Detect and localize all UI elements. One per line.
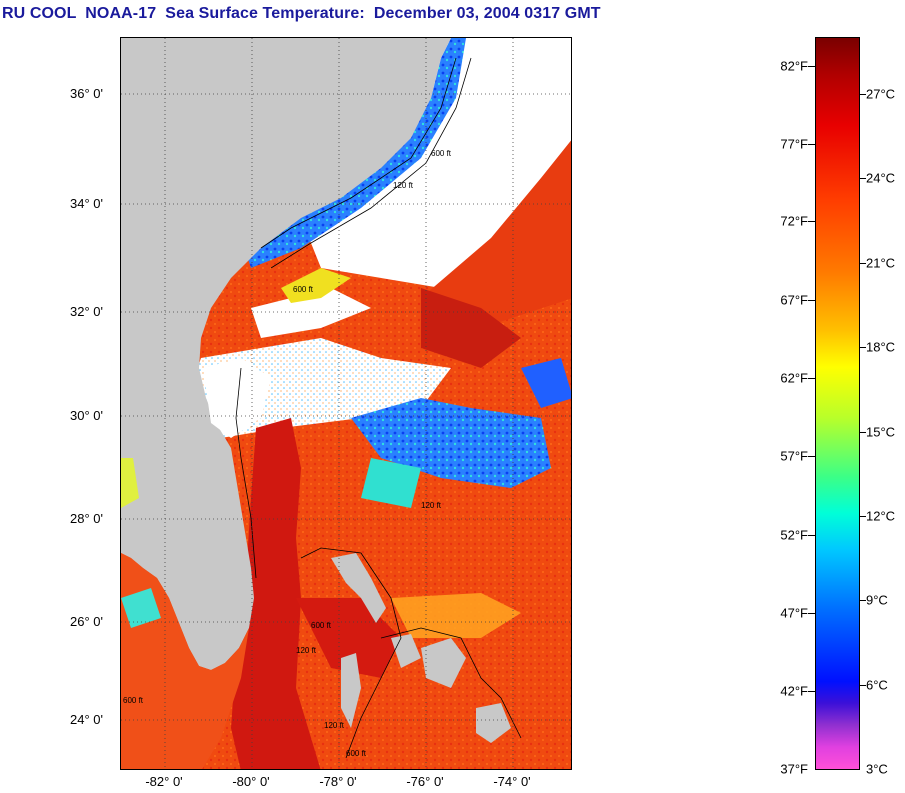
lat-label-34: 34° 0' — [70, 196, 103, 211]
lat-label-30: 30° 0' — [70, 408, 103, 423]
contour-label: 120 ft — [296, 646, 317, 655]
colorbar-tick — [808, 535, 815, 536]
colorbar-tick — [808, 144, 815, 145]
colorbar-label-c: 9°C — [866, 592, 888, 608]
temperature-colorbar — [815, 37, 860, 770]
colorbar-label-f: 37°F — [780, 761, 808, 777]
sst-map: 120 ft 600 ft 600 ft 120 ft 600 ft 120 f… — [120, 37, 572, 770]
colorbar-label-f: 57°F — [780, 448, 808, 464]
bahamas-island — [331, 553, 386, 623]
colorbar-label-c: 27°C — [866, 86, 896, 102]
colorbar-label-c: 24°C — [866, 170, 896, 186]
colorbar-label-f: 52°F — [780, 527, 808, 543]
colorbar-tick — [860, 263, 866, 264]
colorbar-label-c: 21°C — [866, 255, 896, 271]
colorbar-tick — [860, 685, 866, 686]
lat-tick-column — [120, 37, 126, 770]
contour-label: 600 ft — [293, 285, 314, 294]
lon-label-82: -82° 0' — [145, 774, 183, 789]
colorbar-tick — [860, 432, 866, 433]
colorbar-tick — [808, 613, 815, 614]
lon-label-78: -78° 0' — [319, 774, 357, 789]
contour-label: 120 ft — [421, 501, 442, 510]
contour-labels: 120 ft 600 ft 600 ft 120 ft 600 ft 120 f… — [123, 149, 452, 758]
colorbar-tick — [808, 691, 815, 692]
colorbar-tick — [860, 600, 866, 601]
colorbar-label-f: 72°F — [780, 213, 808, 229]
colorbar-tick — [860, 94, 866, 95]
cool-water-patch — [351, 398, 551, 488]
colorbar-tick — [808, 300, 815, 301]
colorbar-tick — [860, 347, 866, 348]
colorbar-tick — [860, 178, 866, 179]
colorbar-label-c: 15°C — [866, 424, 896, 440]
colorbar-label-f: 82°F — [780, 58, 808, 74]
lat-label-24: 24° 0' — [70, 712, 103, 727]
lat-label-32: 32° 0' — [70, 304, 103, 319]
colorbar-label-c: 18°C — [866, 339, 896, 355]
colorbar-label-c: 6°C — [866, 677, 888, 693]
contour-label: 600 ft — [123, 696, 144, 705]
land-southeast-us — [121, 38, 451, 670]
colorbar-tick — [808, 456, 815, 457]
contour-label: 600 ft — [431, 149, 452, 158]
map-grid — [121, 38, 571, 769]
colorbar-label-f: 67°F — [780, 292, 808, 308]
colorbar-label-f: 42°F — [780, 683, 808, 699]
colorbar-label-c: 12°C — [866, 508, 896, 524]
gulf-stream — [231, 418, 321, 769]
lat-label-36: 36° 0' — [70, 86, 103, 101]
lon-label-80: -80° 0' — [232, 774, 270, 789]
lon-label-76: -76° 0' — [406, 774, 444, 789]
colorbar-label-f: 62°F — [780, 370, 808, 386]
lon-label-74: -74° 0' — [493, 774, 531, 789]
colorbar-tick — [808, 378, 815, 379]
contour-label: 600 ft — [346, 749, 367, 758]
page-title: RU COOL NOAA-17 Sea Surface Temperature:… — [2, 5, 601, 22]
sst-map-image: 120 ft 600 ft 600 ft 120 ft 600 ft 120 f… — [121, 38, 571, 769]
lat-label-28: 28° 0' — [70, 511, 103, 526]
lat-label-26: 26° 0' — [70, 614, 103, 629]
colorbar-label-f: 77°F — [780, 136, 808, 152]
colorbar-tick — [860, 516, 866, 517]
colorbar-tick — [808, 221, 815, 222]
colorbar-tick — [808, 66, 815, 67]
colorbar-label-f: 47°F — [780, 605, 808, 621]
contour-label: 600 ft — [311, 621, 332, 630]
contour-label: 120 ft — [393, 181, 414, 190]
colorbar-label-c: 3°C — [866, 761, 888, 777]
contour-label: 120 ft — [324, 721, 345, 730]
